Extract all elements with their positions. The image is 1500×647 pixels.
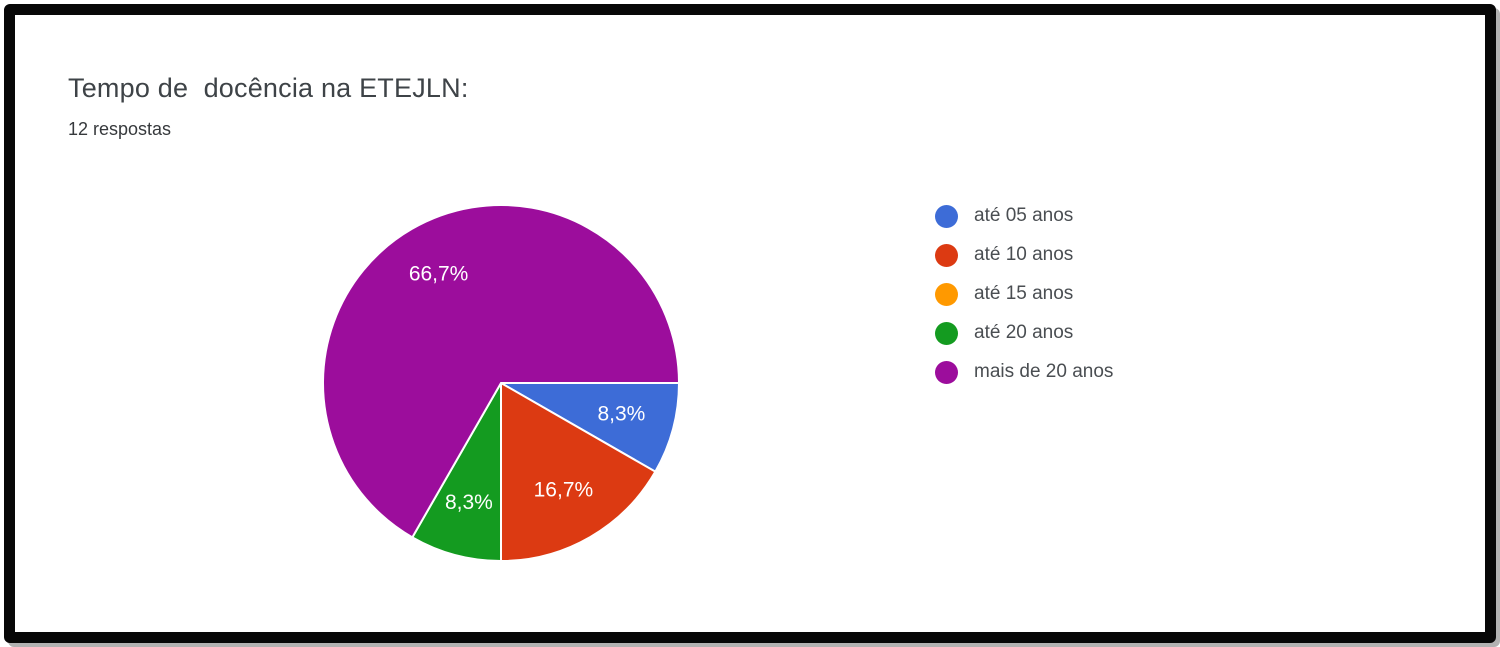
response-count: 12 respostas	[68, 119, 172, 139]
legend-swatch-icon	[935, 243, 958, 267]
legend-item: até 15 anos	[935, 282, 1113, 306]
legend-label: até 05 anos	[974, 205, 1074, 226]
pie-chart: 8,3% 16,7% 8,3% 66,7%	[321, 203, 681, 563]
pie-slice-label: 8,3%	[445, 491, 493, 514]
pie-slice-0	[497, 382, 681, 474]
legend-swatch-icon	[935, 204, 958, 228]
pie-chart-svg: 8,3% 16,7% 8,3% 66,7%	[322, 204, 681, 563]
legend-label: mais de 20 anos	[974, 361, 1114, 382]
pie-slice-label: 66,7%	[409, 263, 469, 286]
legend-item: até 05 anos	[935, 204, 1113, 228]
legend-item: até 20 anos	[935, 321, 1113, 345]
chart-title: Tempo de docência na ETEJLN:	[68, 73, 469, 103]
legend-label: até 20 anos	[974, 322, 1074, 343]
legend-swatch-icon	[935, 282, 958, 306]
legend-item: até 10 anos	[935, 243, 1113, 267]
pie-slice-4	[322, 204, 681, 539]
pie-slice-1	[500, 381, 657, 563]
legend-label: até 15 anos	[974, 283, 1074, 304]
legend-swatch-icon	[935, 360, 958, 384]
pie-slice-3	[410, 379, 502, 563]
legend-swatch-icon	[935, 321, 958, 345]
pie-slice-label: 16,7%	[534, 478, 594, 501]
pie-slice-label: 8,3%	[597, 403, 645, 426]
card-border: Tempo de docência na ETEJLN: 12 resposta…	[4, 4, 1496, 643]
legend-item: mais de 20 anos	[935, 360, 1113, 384]
legend-label: até 10 anos	[974, 244, 1074, 265]
legend: até 05 anos até 10 anos até 15 anos até 20 …	[935, 204, 1113, 384]
